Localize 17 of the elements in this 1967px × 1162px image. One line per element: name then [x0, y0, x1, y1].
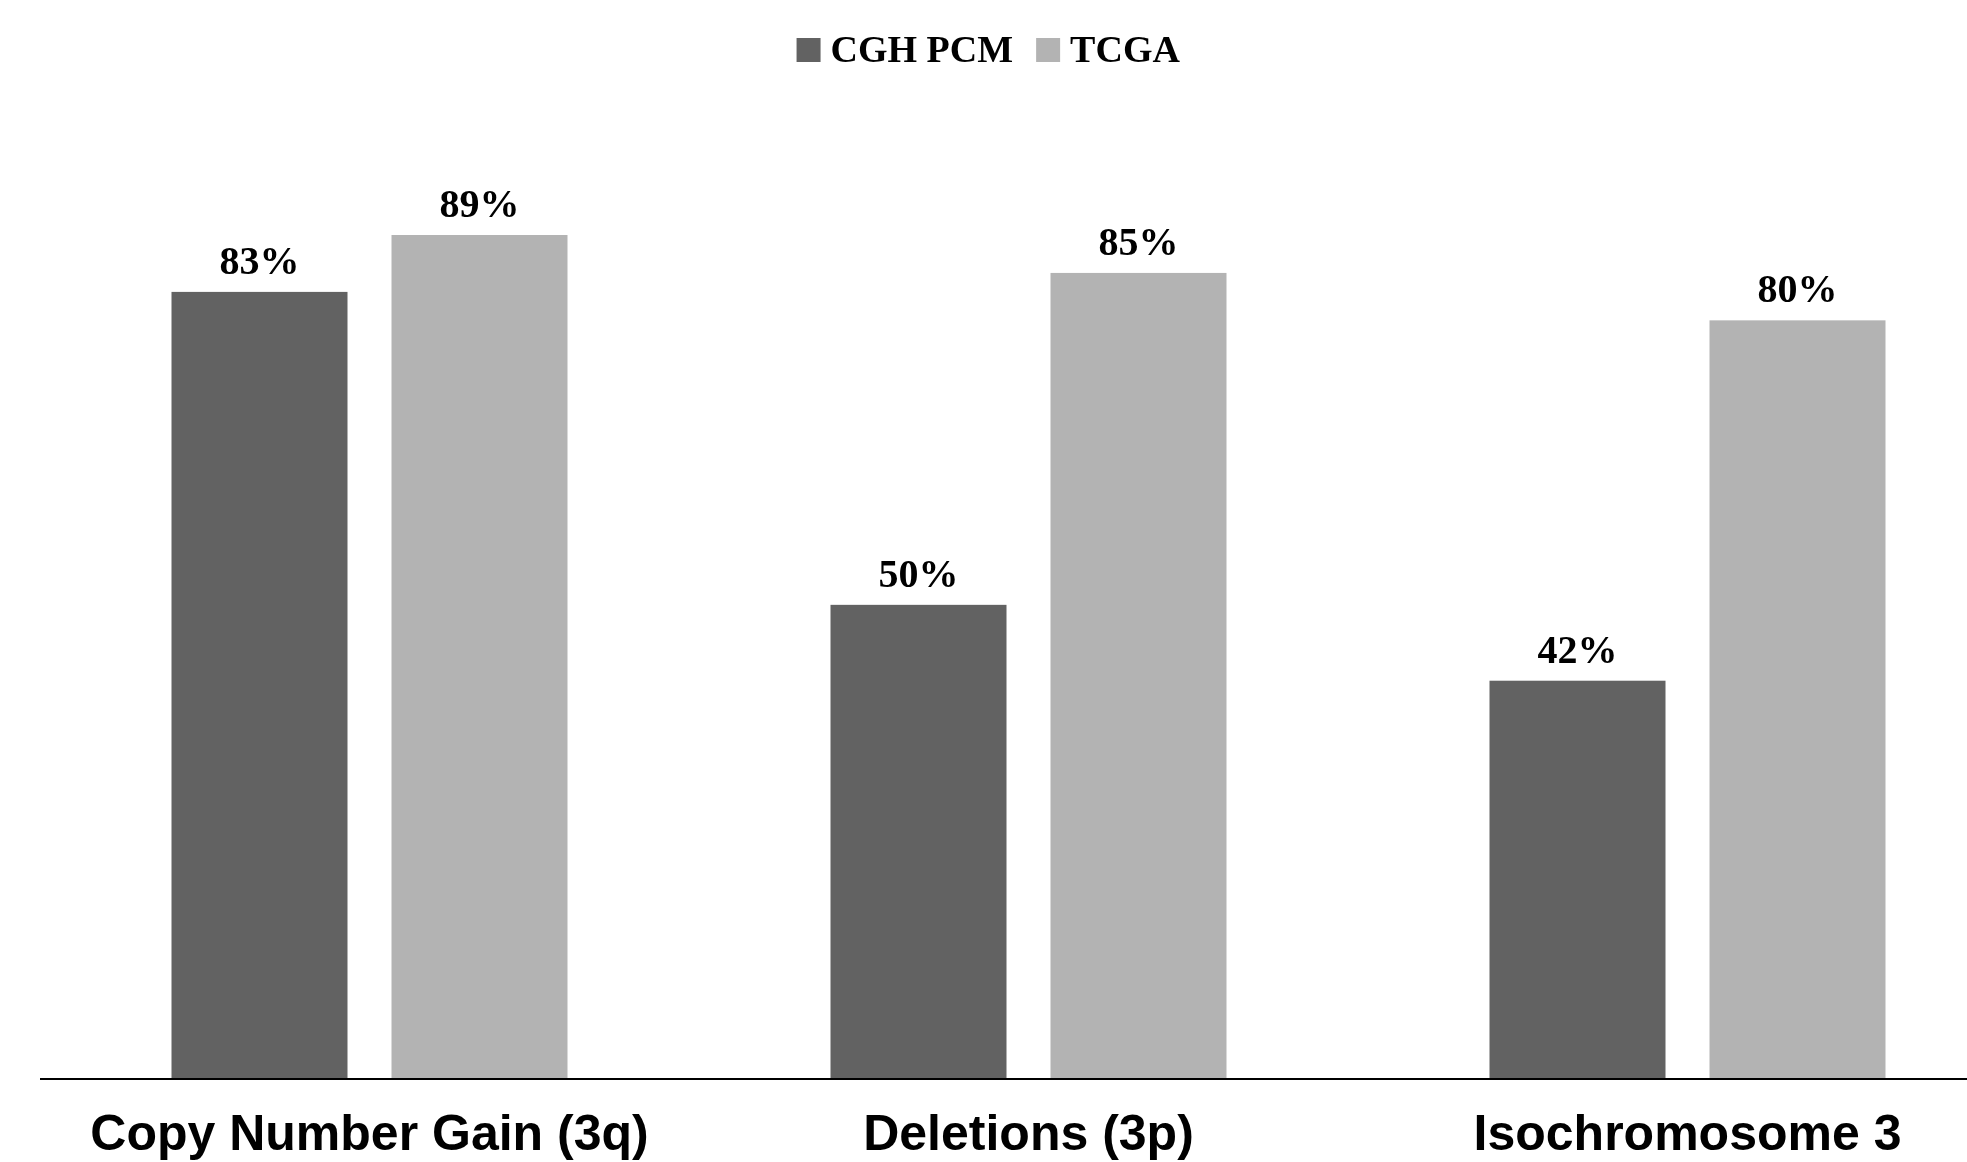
bar: [391, 235, 568, 1079]
data-label: 89%: [439, 181, 520, 226]
bar: [830, 604, 1007, 1079]
x-tick-label: Isochromosome 3: [1473, 1105, 1902, 1161]
legend-label: CGH PCM: [830, 28, 1014, 70]
data-label: 80%: [1757, 266, 1838, 312]
bar: [1050, 272, 1227, 1079]
legend-label: TCGA: [1070, 28, 1181, 70]
x-tick-label: Deletions (3p): [863, 1105, 1194, 1161]
bar: [1709, 320, 1886, 1079]
data-label: 85%: [1098, 218, 1179, 264]
data-label: 50%: [878, 550, 959, 596]
bar: [1489, 680, 1666, 1079]
data-label: 83%: [219, 237, 300, 283]
x-tick-label: Copy Number Gain (3q): [90, 1105, 649, 1161]
bar: [171, 291, 348, 1079]
data-label: 42%: [1537, 626, 1618, 672]
